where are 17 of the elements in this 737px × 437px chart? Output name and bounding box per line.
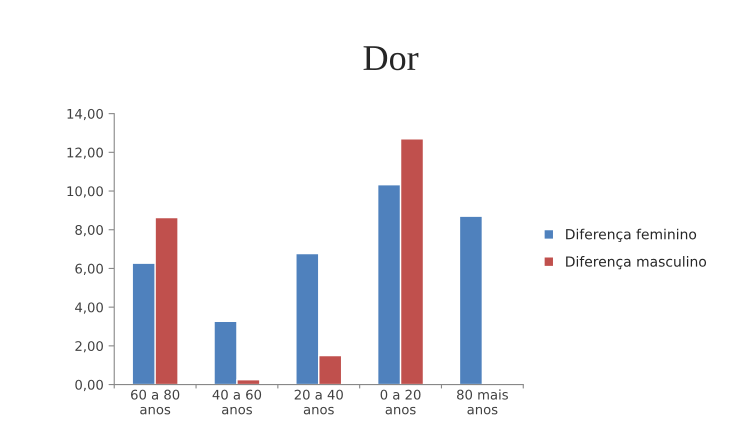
x-tick-label: 80 mais anos <box>457 389 508 414</box>
bar <box>458 215 484 385</box>
y-tick-label: 8,00 <box>75 224 103 236</box>
y-tick-label: 6,00 <box>75 264 103 275</box>
legend-label: Diferença masculino <box>566 256 706 270</box>
chart-title: Dor <box>364 46 418 70</box>
x-tick-label: 40 a 60 anos <box>212 390 262 414</box>
legend-label: Diferença feminino <box>566 228 696 242</box>
y-tick-label: 14,00 <box>67 108 103 120</box>
y-tick-label: 2,00 <box>75 341 103 352</box>
y-tick-label: 0,00 <box>75 380 103 392</box>
y-tick-label: 4,00 <box>75 302 103 314</box>
y-tick-label: 10,00 <box>67 186 103 198</box>
x-tick-label: 20 a 40 anos <box>294 390 343 414</box>
x-tick-label: 60 a 80 anos <box>131 390 180 414</box>
x-tick-label: 0 a 20 anos <box>380 390 421 414</box>
y-tick-label: 12,00 <box>67 148 103 159</box>
